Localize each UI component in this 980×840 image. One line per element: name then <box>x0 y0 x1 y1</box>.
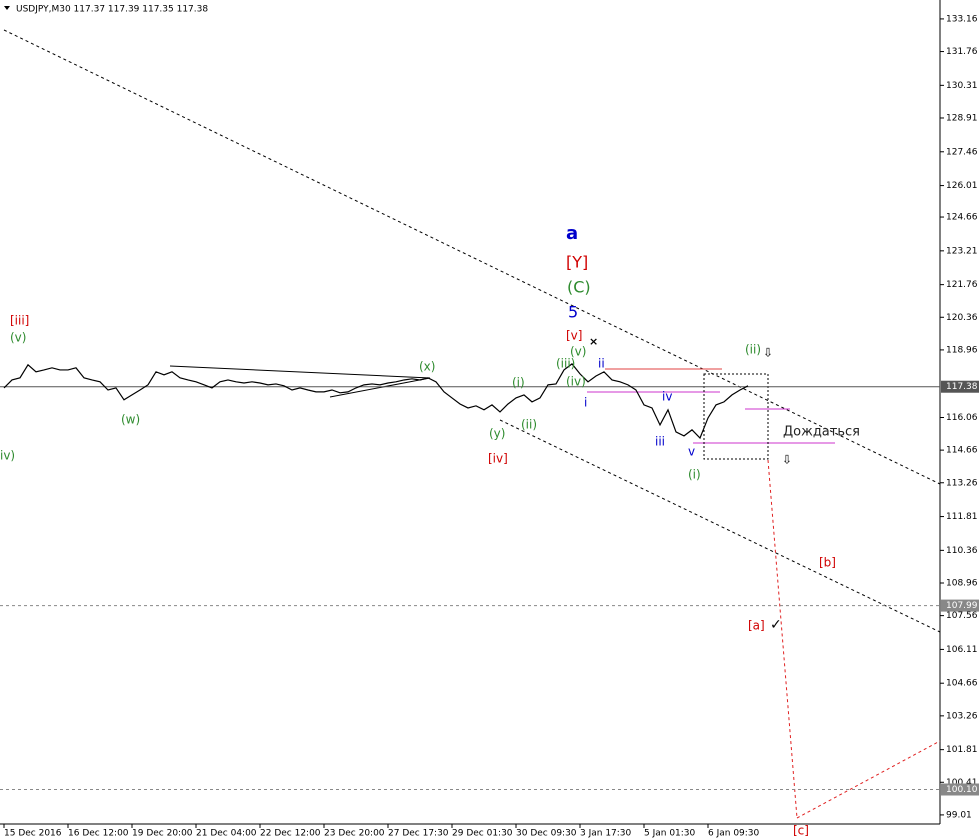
x-tick-label: 6 Jan 09:30 <box>708 829 760 839</box>
y-tick-label: 124.66 <box>946 213 978 223</box>
x-tick-label: 15 Dec 2016 <box>4 829 62 839</box>
trend-line <box>329 377 431 398</box>
price-level-label: 117.38 <box>946 382 978 392</box>
zone-box <box>703 373 769 460</box>
y-tick-label: 99.01 <box>946 810 972 820</box>
wave-label: [iii] <box>10 314 29 328</box>
wave-label: [iv] <box>488 452 508 466</box>
price-level-label: 107.99 <box>946 601 978 611</box>
y-tick-label: 104.66 <box>946 679 978 689</box>
price-level-label: 100.10 <box>946 785 978 795</box>
wave-label: (v) <box>570 345 586 359</box>
wave-label: (i) <box>512 376 525 390</box>
cross-icon: × <box>589 335 598 348</box>
wave-label: (iv) <box>566 375 586 389</box>
x-tick-label: 19 Dec 20:00 <box>132 829 193 839</box>
chart-title: USDJPY,M30 117.37 117.39 117.35 117.38 <box>16 5 208 15</box>
y-tick-label: 128.91 <box>946 113 978 123</box>
y-tick-label: 126.01 <box>946 181 978 191</box>
y-tick-label: 114.66 <box>946 446 978 456</box>
wave-label: v <box>688 445 695 459</box>
wave-label: [Y] <box>566 253 588 272</box>
wave-label: ii <box>598 357 605 371</box>
wave-label: (i) <box>688 468 701 482</box>
wave-label: (iii) <box>556 357 575 371</box>
y-tick-label: 108.96 <box>946 578 978 588</box>
wave-label: (ii) <box>745 343 761 357</box>
price-level-tag <box>941 783 979 796</box>
y-tick-label: 116.06 <box>946 413 978 423</box>
x-tick-label: 5 Jan 01:30 <box>644 829 696 839</box>
y-tick-label: 113.26 <box>946 478 978 488</box>
y-tick-label: 131.76 <box>946 47 978 57</box>
trend-line <box>169 365 431 379</box>
wave-label: iii <box>655 435 665 449</box>
wave-label: [c] <box>793 824 809 838</box>
y-tick-label: 123.21 <box>946 246 978 256</box>
y-tick-label: 121.76 <box>946 280 978 290</box>
wave-label: Дождаться <box>783 425 860 440</box>
wave-label: 5 <box>568 303 578 322</box>
wave-label: [b] <box>819 556 836 570</box>
arrow-icon: ⇩ <box>782 453 792 467</box>
x-tick-label: 3 Jan 17:30 <box>580 829 632 839</box>
x-tick-label: 21 Dec 04:00 <box>196 829 257 839</box>
wave-label: iv) <box>0 449 15 463</box>
arrow-icon: ⇩ <box>763 346 773 360</box>
wave-label: [v] <box>566 329 582 343</box>
x-tick-label: 23 Dec 20:00 <box>324 829 385 839</box>
trend-line <box>3 29 941 485</box>
y-tick-label: 120.36 <box>946 313 978 323</box>
wave-label: (v) <box>10 331 26 345</box>
x-tick-label: 30 Dec 09:30 <box>516 829 577 839</box>
y-tick-label: 130.31 <box>946 81 978 91</box>
y-tick-label: 101.81 <box>946 745 978 755</box>
x-tick-label: 16 Dec 12:00 <box>68 829 129 839</box>
y-tick-label: 118.96 <box>946 345 978 355</box>
y-tick-label: 111.81 <box>946 512 978 522</box>
check-icon: ✓ <box>770 617 782 633</box>
price-level-tag <box>941 599 979 612</box>
wave-label: a <box>566 223 578 244</box>
y-tick-label: 106.11 <box>946 645 978 655</box>
wave-label: (w) <box>121 413 140 427</box>
y-tick-label: 103.26 <box>946 711 978 721</box>
wave-label: [a] <box>748 619 765 633</box>
wave-label: (ii) <box>521 418 537 432</box>
wave-label: (x) <box>419 360 435 374</box>
y-tick-label: 133.16 <box>946 14 978 24</box>
price-level-tag <box>941 380 979 393</box>
price-line <box>3 363 749 440</box>
wave-label: i <box>584 396 587 410</box>
y-tick-label: 107.56 <box>946 611 978 621</box>
y-tick-label: 127.46 <box>946 147 978 157</box>
x-tick-label: 27 Dec 17:30 <box>388 829 449 839</box>
wave-label: (C) <box>567 278 591 297</box>
wave-label: iv <box>662 390 672 404</box>
x-tick-label: 22 Dec 12:00 <box>260 829 321 839</box>
wave-label: (y) <box>489 427 505 441</box>
x-tick-label: 29 Dec 01:30 <box>452 829 513 839</box>
menu-icon[interactable] <box>4 6 10 10</box>
y-tick-label: 110.36 <box>946 546 978 556</box>
y-tick-label: 100.41 <box>946 778 978 788</box>
